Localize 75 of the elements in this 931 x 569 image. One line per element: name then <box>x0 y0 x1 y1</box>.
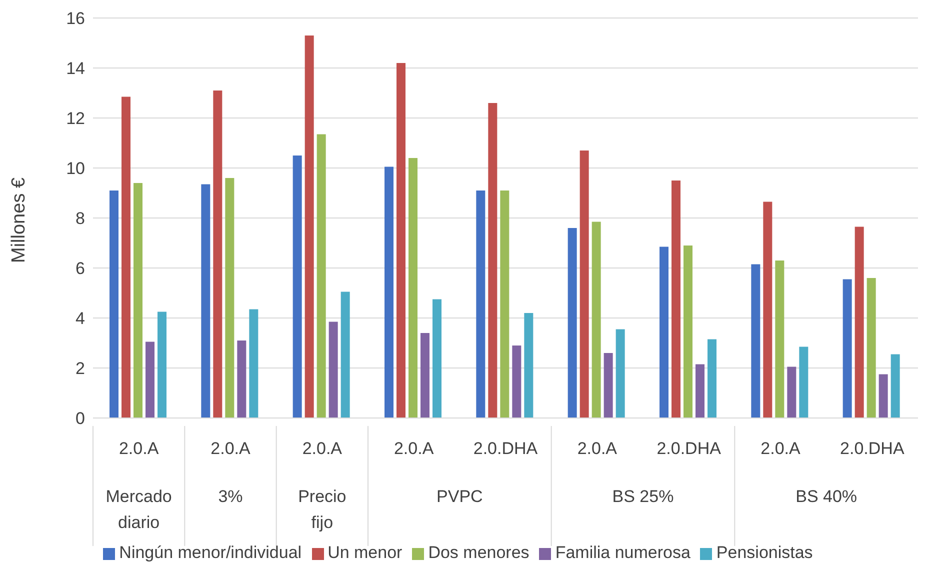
y-tick-label: 6 <box>76 259 85 278</box>
bar <box>866 278 876 418</box>
bar <box>842 279 852 418</box>
bar <box>672 180 680 418</box>
x-tick-label: 2.0.A <box>302 439 343 458</box>
x-tick-label: 2.0.A <box>577 439 618 458</box>
legend-label: Familia numerosa <box>555 543 690 562</box>
x-tick-label: 2.0.A <box>210 439 252 458</box>
bar <box>225 178 234 418</box>
bar <box>488 103 498 418</box>
bar <box>396 63 406 418</box>
y-tick-label: 16 <box>66 9 85 28</box>
bar <box>122 96 130 418</box>
x-tick-label: 2.0.DHA <box>656 439 722 458</box>
y-tick-label: 14 <box>66 59 85 78</box>
bar <box>524 313 534 418</box>
x-tick-label: 2.0.A <box>394 439 434 458</box>
bar <box>890 354 900 418</box>
text: BS 40% <box>796 487 858 506</box>
bar <box>500 190 510 418</box>
y-tick-label: 12 <box>66 109 85 128</box>
x-tick-label: 2.0.DHA <box>473 439 538 458</box>
bar <box>763 202 772 418</box>
bar <box>328 322 338 418</box>
text: Precio fijo <box>298 487 346 532</box>
bar <box>292 156 302 418</box>
text: PVPC <box>436 487 483 506</box>
bar <box>237 340 246 418</box>
legend-label: Pensionistas <box>716 543 813 562</box>
bar <box>512 346 522 418</box>
x-tick-label: 2.0.A <box>760 439 802 458</box>
bar <box>340 292 350 418</box>
y-tick-label: 0 <box>76 409 85 428</box>
bar <box>696 364 704 418</box>
bar <box>249 309 258 418</box>
bar <box>110 190 118 418</box>
y-tick-label: 10 <box>66 159 85 178</box>
bar <box>660 246 668 418</box>
bar <box>604 353 613 418</box>
bar <box>420 333 430 418</box>
bar <box>476 190 486 418</box>
bar <box>580 150 589 418</box>
bar <box>158 312 166 418</box>
bar <box>408 158 418 418</box>
legend-label: Un menor <box>328 543 402 562</box>
bar <box>775 260 784 418</box>
legend-label: Ningún menor/individual <box>119 543 302 562</box>
bar <box>799 346 808 418</box>
legend-label: Dos menores <box>428 543 530 562</box>
text: BS 25% <box>612 487 674 506</box>
bar <box>751 264 760 418</box>
text: 3% <box>218 487 243 506</box>
y-tick-label: 8 <box>76 209 85 228</box>
bar <box>854 226 864 418</box>
bar <box>878 374 888 418</box>
bar <box>592 222 601 418</box>
bar <box>787 366 796 418</box>
text: Mercado diario <box>106 487 172 532</box>
y-axis-title: Millones € <box>8 177 30 263</box>
bar <box>213 90 222 418</box>
x-tick-label: 2.0.DHA <box>840 439 905 458</box>
bar <box>384 166 394 418</box>
bar <box>568 228 577 418</box>
bar <box>684 246 692 418</box>
bar <box>146 342 154 418</box>
bar <box>616 329 625 418</box>
bar <box>201 184 210 418</box>
bar <box>432 299 442 418</box>
bar <box>316 134 326 418</box>
y-tick-label: 4 <box>76 309 85 328</box>
x-tick-label: 2.0.A <box>118 439 160 458</box>
bar <box>304 36 314 418</box>
y-tick-label: 2 <box>76 359 85 378</box>
bar <box>708 339 716 418</box>
bar <box>134 183 142 418</box>
